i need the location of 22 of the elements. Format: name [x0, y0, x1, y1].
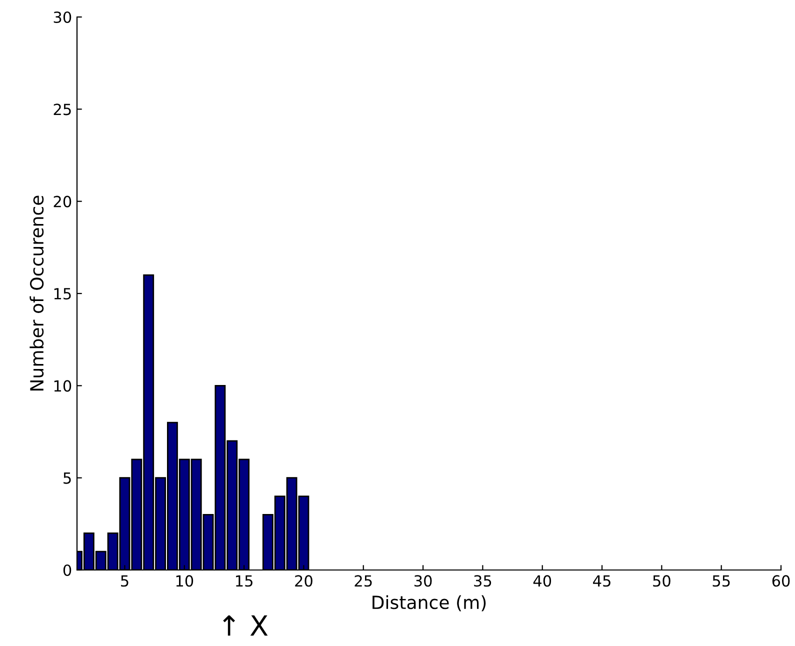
x-tick-label: 20 — [295, 575, 312, 587]
x-tick-label: 35 — [474, 575, 492, 587]
x-tick-label: 55 — [712, 575, 730, 587]
x-tick-label: 50 — [653, 575, 670, 587]
y-tick-label: 15 — [54, 288, 71, 300]
x-axis-title: Distance (m) — [372, 595, 486, 612]
text: ↑ X — [223, 615, 268, 636]
y-tick-label: 25 — [54, 104, 71, 116]
x-tick-label: 15 — [236, 575, 252, 587]
y-tick-label: 10 — [54, 380, 72, 392]
x-tick-label: 10 — [176, 575, 194, 587]
x-tick-label: 40 — [533, 575, 552, 587]
y-tick-label: 30 — [54, 11, 72, 24]
y-tick-label: 20 — [54, 196, 72, 208]
x-tick-label: 60 — [772, 575, 790, 587]
x-tick-label: 30 — [414, 575, 432, 587]
x-tick-label: 45 — [593, 575, 610, 587]
y-axis-title: Number of Occurence — [30, 196, 44, 390]
x-tick-label: 5 — [121, 575, 128, 587]
y-tick-label: 5 — [64, 472, 71, 484]
y-tick-label: 0 — [63, 564, 72, 576]
x-tick-label: 25 — [354, 575, 372, 587]
